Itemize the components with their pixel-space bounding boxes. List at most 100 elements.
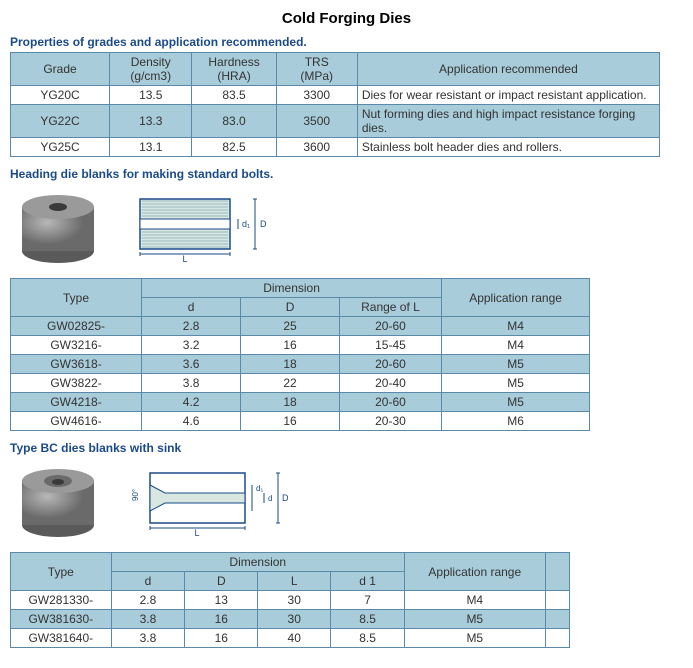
th-app: Application recommended [357,53,659,86]
th-dimension: Dimension [111,553,404,572]
heading-die-table: Type Dimension Application range d D Ran… [10,278,590,431]
cell: 83.0 [192,105,276,138]
die-3d-bc [16,465,100,539]
cell: GW02825- [11,317,142,336]
cell: 40 [258,629,331,648]
section2-images: L d₁ D [16,189,683,266]
table-row: GW381640-3.816408.5M5 [11,629,570,648]
section3-images: 90° L d₁ d D [16,463,683,540]
th-type: Type [11,553,112,591]
cell: GW381640- [11,629,112,648]
cell: GW4616- [11,412,142,431]
grades-table: Grade Density (g/cm3) Hardness (HRA) TRS… [10,52,660,157]
th-blank [545,553,569,591]
cell: GW3618- [11,355,142,374]
cell: 4.2 [142,393,241,412]
cell: 3.6 [142,355,241,374]
table-row: YG22C13.383.03500Nut forming dies and hi… [11,105,660,138]
table-row: GW4218-4.21820-60M5 [11,393,590,412]
cell: 20-30 [339,412,441,431]
th-L: L [258,572,331,591]
th-grade: Grade [11,53,110,86]
cell: 13 [185,591,258,610]
cell: Stainless bolt header dies and rollers. [357,138,659,157]
cell: 3500 [276,105,357,138]
cell: 16 [241,336,340,355]
cell: 16 [185,610,258,629]
cell: YG25C [11,138,110,157]
cell: M4 [442,336,590,355]
th-range: Range of L [339,298,441,317]
table-row: GW3822-3.82220-40M5 [11,374,590,393]
cell: 20-60 [339,317,441,336]
cell: 3300 [276,86,357,105]
cell: 22 [241,374,340,393]
cell: 16 [241,412,340,431]
cell: 13.3 [110,105,192,138]
cell: 15-45 [339,336,441,355]
table-row: GW281330-2.813307M4 [11,591,570,610]
table-row: GW3216-3.21615-45M4 [11,336,590,355]
table-row: GW02825-2.82520-60M4 [11,317,590,336]
cell: M5 [404,629,545,648]
th-trs: TRS (MPa) [276,53,357,86]
th-dimension: Dimension [142,279,442,298]
page-title: Cold Forging Dies [10,10,683,27]
cell: 30 [258,591,331,610]
svg-text:D: D [282,493,289,503]
cell: 7 [331,591,405,610]
cell: 13.1 [110,138,192,157]
cell: 2.8 [111,591,185,610]
cell: M4 [442,317,590,336]
cell: 8.5 [331,629,405,648]
cell: YG22C [11,105,110,138]
cell: 16 [185,629,258,648]
th-apprange: Application range [404,553,545,591]
cell [545,610,569,629]
label-L: L [182,254,187,263]
die-schematic-bc: 90° L d₁ d D [130,463,290,540]
cell [545,629,569,648]
th-density: Density (g/cm3) [110,53,192,86]
section2-subtitle: Heading die blanks for making standard b… [10,167,683,181]
section1-subtitle: Properties of grades and application rec… [10,35,683,49]
cell: M5 [442,374,590,393]
cell: 3.2 [142,336,241,355]
svg-text:d: d [268,494,272,503]
table-row: YG25C13.182.53600Stainless bolt header d… [11,138,660,157]
cell: 20-40 [339,374,441,393]
cell: 25 [241,317,340,336]
cell: 20-60 [339,393,441,412]
cell: 8.5 [331,610,405,629]
th-d: d [111,572,185,591]
cell: 83.5 [192,86,276,105]
cell: GW381630- [11,610,112,629]
cell: 30 [258,610,331,629]
cell: Dies for wear resistant or impact resist… [357,86,659,105]
cell: M5 [404,610,545,629]
cell: 2.8 [142,317,241,336]
th-type: Type [11,279,142,317]
cell: M4 [404,591,545,610]
th-D: D [241,298,340,317]
label-angle: 90° [131,489,140,501]
cell: GW3216- [11,336,142,355]
svg-text:L: L [194,528,199,537]
cell: GW3822- [11,374,142,393]
cell: 3.8 [142,374,241,393]
cell: 3.8 [111,610,185,629]
table-row: GW381630-3.816308.5M5 [11,610,570,629]
die-schematic: L d₁ D [130,189,270,266]
cell: 18 [241,355,340,374]
cell: 18 [241,393,340,412]
cell: 82.5 [192,138,276,157]
cell: M5 [442,355,590,374]
cell: GW281330- [11,591,112,610]
th-D: D [185,572,258,591]
svg-text:d₁: d₁ [256,484,263,493]
cell: 13.5 [110,86,192,105]
th-d: d [142,298,241,317]
cell: M6 [442,412,590,431]
cell: Nut forming dies and high impact resista… [357,105,659,138]
cell: 20-60 [339,355,441,374]
